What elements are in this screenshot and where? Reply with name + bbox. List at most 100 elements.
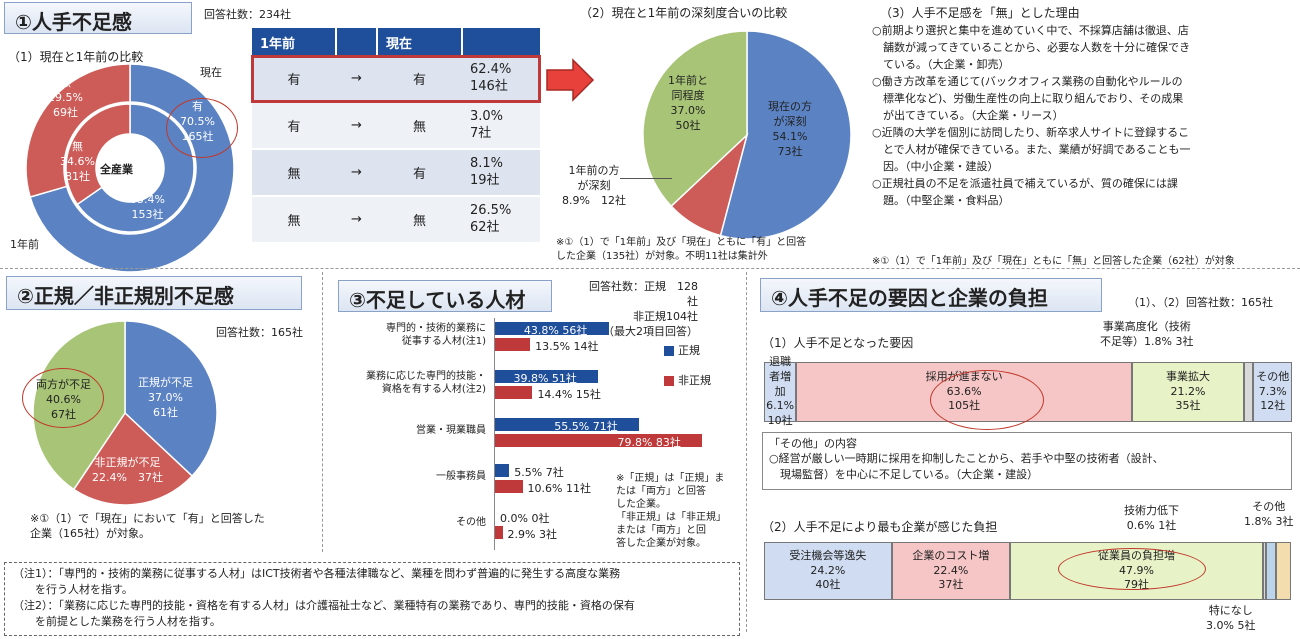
bar-value-label: 55.5% 71社 — [554, 420, 618, 433]
divider — [746, 272, 747, 632]
bar-regular — [495, 464, 510, 477]
s4-sub2: （2）人手不足により最も企業が感じた負担 — [762, 520, 998, 534]
segment-cost: 企業のコスト増 22.4% 37社 — [891, 542, 1011, 600]
divider — [322, 272, 323, 552]
bar-value-label: 79.8% 83社 — [617, 436, 681, 449]
section2-title: ②正規／非正規別不足感 — [6, 276, 302, 310]
donut-outer-no-slice — [25, 63, 131, 198]
s1-inner-no-label: 無 34.6% 81社 — [60, 140, 95, 183]
segment-none — [1275, 542, 1292, 600]
bar-nonregular — [495, 434, 703, 447]
s1-outer-no-label: 無 29.5% 69社 — [48, 76, 83, 119]
bar-nonregular — [495, 526, 503, 539]
bar-nonregular — [495, 480, 523, 493]
s1-label-now: 現在 — [200, 66, 222, 79]
bar-category-label: 一般事務員 — [436, 471, 486, 482]
s4-burden-label-tech: 技術力低下 0.6% 1社 — [1124, 504, 1179, 532]
s1-highlight-ellipse — [166, 98, 238, 158]
s1-severity-pie — [642, 30, 852, 240]
legend-swatch — [664, 346, 674, 356]
bar-value-label: 13.5% 14社 — [535, 340, 599, 353]
s2-respondents: 回答社数：165社 — [216, 326, 303, 339]
cell-now: 有 — [377, 149, 462, 197]
s1-note3: ※①（1）で「1年前」及び「現在」ともに「無」と回答した企業（62社）が対象 — [872, 256, 1235, 267]
table-row: 無 → 有 8.1% 19社 — [252, 149, 540, 197]
s1-sub3: （3）人手不足感を「無」とした理由 — [880, 6, 1080, 20]
bar-regular — [495, 322, 609, 335]
s1-outer-yes-label: 有 70.5% 165社 — [180, 100, 215, 143]
bar-category-label: 業務に応じた専門的技能・ 資格を有する人材(注2) — [366, 371, 486, 395]
segment-resignation: 退職者増加 6.1% 10社 — [764, 355, 797, 427]
cell-arrow: → — [336, 149, 377, 197]
segment-other — [1266, 542, 1276, 600]
s2-label-regular: 正規が不足 37.0% 61社 — [138, 376, 193, 419]
section4-title: ④人手不足の要因と企業の負担 — [760, 278, 1102, 312]
bar-nonregular — [495, 338, 531, 351]
segment-lost-orders: 受注機会等逸失 24.2% 40社 — [764, 542, 892, 600]
bar-value-label: 39.8% 51社 — [513, 372, 577, 385]
bar-category-label: 営業・現業職員 — [416, 425, 486, 436]
donut-inner-no-slice — [65, 103, 131, 206]
s1-inner-yes-label: 有 65.4% 153社 — [130, 178, 165, 221]
pie-slice-same — [642, 30, 748, 208]
s4-other-box: 「その他」の内容 ○経営が厳しい一時期に採用を抑制したことから、若手や中堅の技術… — [762, 432, 1292, 490]
bar-category-label: 専門的・技術的業務に 従事する人材(注1) — [386, 323, 486, 347]
s2-pie — [32, 320, 218, 506]
cell-value: 26.5% 62社 — [462, 196, 540, 244]
s2-note: ※①（1）で「現在」において「有」と回答した 企業（165社）が対象。 — [30, 512, 265, 540]
bar-value-label: 0.0% 0社 — [500, 512, 550, 525]
segment-other: その他 7.3% 12社 — [1253, 362, 1292, 422]
bar-value-label: 14.4% 15社 — [537, 388, 601, 401]
pie-slice-nonregular — [72, 411, 194, 506]
red-arrow-icon — [546, 58, 595, 102]
s1-pie-leader-line — [620, 178, 672, 179]
divider — [0, 268, 1300, 269]
s4-burden-label-other: その他 1.8% 3社 — [1244, 500, 1294, 528]
s4-burden-label-none: 特になし 3.0% 5社 — [1206, 604, 1256, 632]
bar-nonregular — [495, 386, 533, 399]
s1-pie-label-now: 現在の方 が深刻 54.1% 73社 — [768, 100, 812, 158]
s1-respondents: 回答社数：234社 — [204, 8, 291, 21]
s3-axis-line — [494, 318, 495, 550]
table-row: 無 → 無 26.5% 62社 — [252, 196, 540, 244]
section3-title: ③不足している人材 — [338, 280, 552, 312]
s3-respondents: 回答社数：正規 128社 非正規104社 （最大2項目回答） — [589, 280, 698, 338]
segment-advancement — [1243, 362, 1254, 422]
table-header-now: 現在 — [377, 28, 463, 56]
s1-center-label: 全産業 — [100, 163, 133, 176]
s3-legend-nonregular: 非正規 — [664, 374, 711, 389]
s1-transition-table: 1年前 現在 有 → 有 62.4% 146社 有 → 無 3.0% 7社 無 → … — [251, 28, 541, 244]
s4-burden-ellipse — [1058, 548, 1206, 590]
bar-value-label: 5.5% 7社 — [514, 466, 564, 479]
cell-prev: 無 — [252, 149, 336, 197]
segment-skill-decline — [1262, 542, 1267, 600]
s3-side-note: ※「正規」は「正規」ま たは「両方」と回答 した企業。 「非正規」は「非正規」 または… — [616, 473, 726, 549]
s2-highlight-ellipse — [22, 368, 104, 428]
bar-value-label: 10.6% 11社 — [527, 482, 591, 495]
pie-slice-now-worse — [719, 30, 852, 240]
bar-value-label: 43.8% 56社 — [523, 324, 588, 337]
cell-prev: 無 — [252, 196, 336, 244]
footnotes: （注1）：「専門的・技術的業務に従事する人材」はICT技術者や各種法律職など、業… — [4, 562, 740, 636]
s4-highlight-ellipse — [930, 370, 1044, 430]
s1-note2: ※①（1）で「1年前」及び「現在」ともに「有」と回答 した企業（135社）が対象。… — [556, 237, 807, 262]
s1-sub1: （1）現在と1年前の比較 — [8, 50, 144, 64]
s4-respondents: （1）、（2）回答社数：165社 — [1128, 296, 1273, 309]
s1-reasons: ○前期より選択と集中を進めていく中で、不採算店舗は徹退、店 舗数が減ってきている… — [872, 24, 1191, 208]
table-row: 有 → 有 62.4% 146社 — [251, 55, 541, 103]
pie-slice-regular — [124, 320, 218, 478]
table-header-blank2 — [462, 28, 540, 56]
cell-arrow: → — [336, 102, 377, 150]
bar-regular — [495, 370, 599, 383]
table-header-blank — [336, 28, 378, 56]
s2-label-nonregular: 非正規が不足 22.4% 37社 — [92, 456, 163, 484]
bar-regular — [495, 418, 640, 431]
bar-value-label: 2.9% 3社 — [507, 528, 557, 541]
s1-sub2: （2）現在と1年前の深刻度合いの比較 — [580, 6, 788, 20]
s3-legend-regular: 正規 — [664, 344, 700, 359]
section1-title: ①人手不足感 — [4, 2, 192, 34]
cell-prev: 有 — [252, 56, 336, 103]
other-title: 「その他」の内容 — [769, 437, 857, 450]
s2-label-both: 両方が不足 40.6% 67社 — [36, 378, 91, 421]
cell-value: 3.0% 7社 — [462, 102, 540, 150]
